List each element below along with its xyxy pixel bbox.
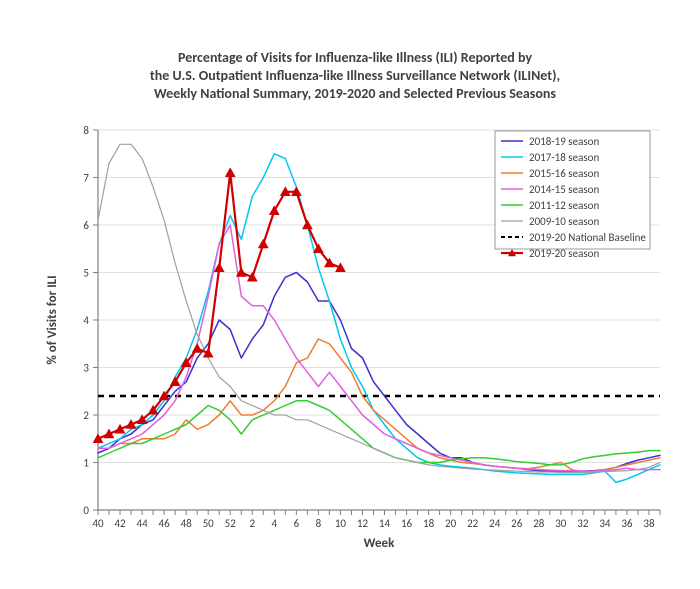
chart-container: Percentage of Visits for Influenza-like … — [0, 0, 700, 589]
x-tick-label: 14 — [379, 517, 391, 530]
x-tick-label: 4 — [272, 517, 278, 530]
x-tick-label: 26 — [511, 517, 523, 530]
chart-title-line: the U.S. Outpatient Influenza-like Illne… — [150, 67, 560, 84]
x-tick-label: 46 — [159, 517, 171, 530]
x-tick-label: 50 — [203, 517, 215, 530]
legend-label: 2011-12 season — [529, 199, 599, 212]
y-tick-label: 5 — [83, 267, 89, 280]
y-tick-label: 4 — [83, 314, 89, 327]
y-tick-label: 3 — [83, 362, 89, 375]
x-tick-label: 22 — [467, 517, 479, 530]
x-tick-label: 12 — [357, 517, 369, 530]
x-tick-label: 24 — [489, 517, 501, 530]
x-axis-label: Week — [364, 536, 395, 551]
x-tick-label: 38 — [643, 517, 655, 530]
x-tick-label: 48 — [181, 517, 193, 530]
x-tick-label: 6 — [294, 517, 300, 530]
legend-label: 2017-18 season — [529, 151, 599, 164]
chart-title-line: Weekly National Summary, 2019-2020 and S… — [154, 85, 556, 102]
x-tick-label: 8 — [316, 517, 322, 530]
x-tick-label: 36 — [621, 517, 633, 530]
x-tick-label: 30 — [555, 517, 567, 530]
legend-label: 2018-19 season — [529, 135, 599, 148]
x-tick-label: 28 — [533, 517, 545, 530]
x-tick-label: 18 — [423, 517, 435, 530]
chart-title-line: Percentage of Visits for Influenza-like … — [178, 49, 532, 66]
x-tick-label: 40 — [92, 517, 104, 530]
y-tick-label: 2 — [83, 409, 89, 422]
x-tick-label: 42 — [114, 517, 126, 530]
y-tick-label: 0 — [83, 504, 89, 517]
x-tick-label: 44 — [137, 517, 149, 530]
x-tick-label: 2 — [249, 517, 255, 530]
legend-label: 2019-20 season — [529, 247, 599, 260]
x-tick-label: 32 — [577, 517, 589, 530]
legend-label: 2014-15 season — [529, 183, 599, 196]
chart-svg: Percentage of Visits for Influenza-like … — [0, 0, 700, 589]
x-tick-label: 16 — [401, 517, 413, 530]
x-tick-label: 20 — [445, 517, 457, 530]
y-tick-label: 1 — [83, 457, 89, 470]
y-axis-label: % of Visits for ILI — [45, 275, 60, 364]
y-tick-label: 8 — [83, 124, 89, 137]
y-tick-label: 6 — [83, 219, 89, 232]
x-tick-label: 34 — [599, 517, 611, 530]
legend-label: 2009-10 season — [529, 215, 599, 228]
legend-label: 2019-20 National Baseline — [529, 231, 646, 244]
legend-label: 2015-16 season — [529, 167, 599, 180]
y-tick-label: 7 — [83, 172, 89, 185]
x-tick-label: 52 — [225, 517, 237, 530]
x-tick-label: 10 — [335, 517, 347, 530]
